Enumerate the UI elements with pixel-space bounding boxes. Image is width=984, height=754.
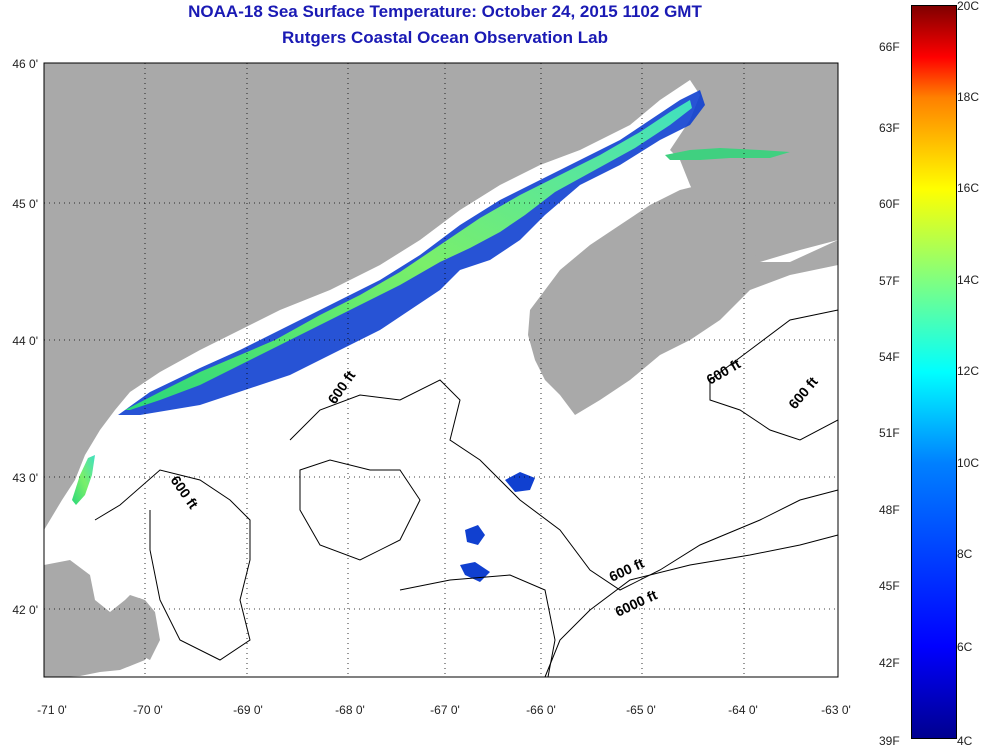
lon-label: -66 0' — [526, 703, 556, 717]
colorbar-fahrenheit-label: 45F — [879, 579, 900, 593]
colorbar-fahrenheit-label: 48F — [879, 503, 900, 517]
lat-label: 42 0' — [12, 603, 38, 617]
sst-coastal-band — [72, 90, 790, 582]
map-title: NOAA-18 Sea Surface Temperature: October… — [188, 2, 702, 21]
colorbar-celsius-label: 8C — [957, 547, 973, 561]
colorbar-celsius-label: 6C — [957, 640, 973, 654]
depth-contours — [94, 309, 839, 678]
temperature-colorbar — [911, 5, 957, 739]
colorbar-fahrenheit-label: 63F — [879, 121, 900, 135]
colorbar-fahrenheit-label: 42F — [879, 656, 900, 670]
contour-6000ft-inner — [399, 574, 556, 678]
longitude-labels: -71 0' -70 0' -69 0' -68 0' -67 0' -66 0… — [37, 703, 851, 717]
lon-label: -69 0' — [233, 703, 263, 717]
colorbar-fahrenheit-label: 66F — [879, 40, 900, 54]
colorbar-celsius-label: 10C — [957, 456, 980, 470]
lon-label: -71 0' — [37, 703, 67, 717]
lon-label: -70 0' — [133, 703, 163, 717]
map-subtitle: Rutgers Coastal Ocean Observation Lab — [282, 28, 608, 47]
lat-label: 43 0' — [12, 471, 38, 485]
map-frame — [43, 62, 839, 678]
latitude-labels: 46 0' 45 0' 44 0' 43 0' 42 0' — [12, 57, 38, 617]
lon-label: -68 0' — [335, 703, 365, 717]
lon-label: -64 0' — [728, 703, 758, 717]
colorbar-celsius-label: 14C — [957, 273, 980, 287]
lat-label: 46 0' — [12, 57, 38, 71]
lon-label: -67 0' — [430, 703, 460, 717]
colorbar-fahrenheit-label: 39F — [879, 734, 900, 748]
colorbar-fahrenheit-label: 60F — [879, 197, 900, 211]
colorbar-celsius-label: 18C — [957, 90, 980, 104]
colorbar-celsius-label: 20C — [957, 0, 980, 13]
lat-label: 45 0' — [12, 197, 38, 211]
colorbar-fahrenheit-label: 54F — [879, 350, 900, 364]
contour-600ft-west — [94, 469, 251, 661]
contour-600ft-central — [289, 379, 839, 591]
contour-600ft-ring — [299, 459, 421, 561]
colorbar-fahrenheit-label: 51F — [879, 426, 900, 440]
contour-600ft-east — [709, 309, 839, 441]
lon-label: -65 0' — [626, 703, 656, 717]
contour-6000ft — [544, 534, 839, 678]
colorbar-celsius-label: 4C — [957, 734, 973, 748]
colorbar-celsius-label: 12C — [957, 364, 980, 378]
land-masses — [44, 63, 838, 677]
colorbar-celsius-label: 16C — [957, 181, 980, 195]
colorbar-fahrenheit-label: 57F — [879, 274, 900, 288]
lon-label: -63 0' — [821, 703, 851, 717]
lat-label: 44 0' — [12, 334, 38, 348]
